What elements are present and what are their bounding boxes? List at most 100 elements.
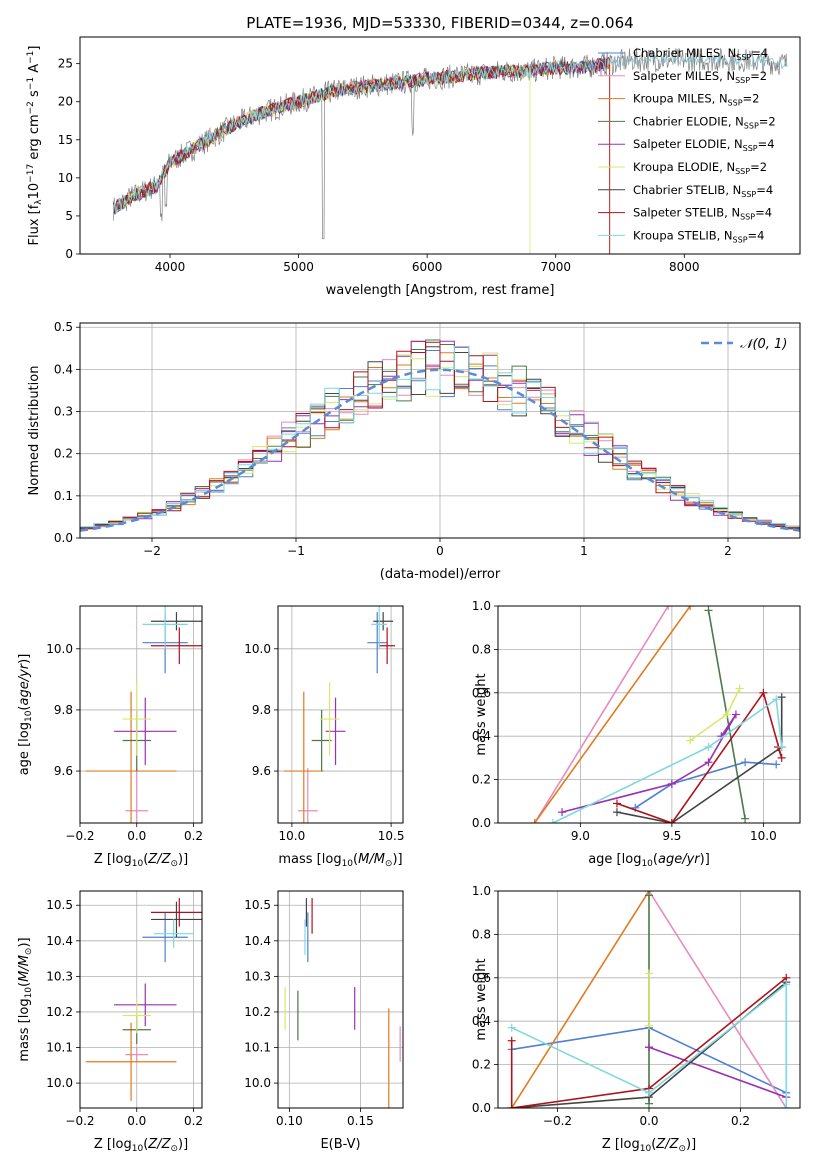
weight-line: [533, 606, 669, 823]
y-tick-label: 0.1: [54, 489, 73, 503]
weight-line: [648, 891, 787, 1108]
y-tick-label: 10.0: [46, 1076, 73, 1090]
y-tick-label: 10.0: [244, 642, 271, 656]
y-tick-label: 0.8: [472, 642, 491, 656]
y-tick-label: 10.2: [46, 1005, 73, 1019]
errorbars: [284, 898, 401, 1108]
x-tick-label: 9.0: [571, 829, 590, 843]
spectrum-panel: 4000 5000 6000 7000 8000 0 5 10 15 20 25 wavelength…: [26, 36, 801, 298]
y-tick-label: 0.8: [472, 927, 491, 941]
y-tick-label: 0.2: [472, 1058, 491, 1072]
y-tick-label: 15: [58, 133, 73, 147]
spectrum-model-line: [113, 56, 608, 214]
x-tick-label: 10.5: [378, 829, 405, 843]
y-tick-label: 0.0: [472, 1101, 491, 1115]
errorbars: [85, 898, 202, 1101]
y-tick-label: 0.3: [54, 405, 73, 419]
y-axis-label: mass [log10(M/M⊙)]: [17, 937, 34, 1061]
y-tick-label: 0.4: [54, 362, 73, 376]
legend-label: 𝒩(0, 1): [740, 337, 787, 352]
age-vs-mass-panel: 10.0 10.5 9.6 9.8 10.0 mass [log10(M/M⊙)]: [244, 605, 405, 869]
y-tick-label: 10.5: [46, 898, 73, 912]
y-tick-label: 0.6: [472, 971, 491, 985]
x-axis-label: wavelength [Angstrom, rest frame]: [326, 283, 555, 298]
axes-frame: [79, 322, 801, 539]
axes-frame: [79, 605, 203, 824]
y-tick-label: 0.4: [472, 1014, 491, 1028]
axes-frame: [79, 36, 801, 255]
x-tick-label: 0.0: [127, 829, 146, 843]
mass-weight-vs-Z-panel: −0.2 0.0 0.2 0.0 0.2 0.4 0.6 0.8 1.0 Z [log10(Z/Z…: [472, 884, 801, 1154]
histogram-step: [80, 345, 800, 531]
y-tick-label: 9.6: [252, 764, 271, 778]
mass-weight-vs-age-panel: 9.0 9.5 10.0 0.0 0.2 0.4 0.6 0.8 1.0 age [log10(a…: [472, 599, 801, 869]
x-tick-label: 10.0: [750, 829, 777, 843]
y-tick-label: 10: [58, 171, 73, 185]
y-tick-label: 9.8: [252, 703, 271, 717]
y-tick-label: 0.6: [472, 686, 491, 700]
legend-label: Chabrier STELIB, NSSP=4: [633, 183, 773, 199]
y-tick-label: 10.3: [46, 969, 73, 983]
x-axis-label: Z [log10(Z/Z⊙)]: [602, 1137, 696, 1154]
y-axis-label: mass weight: [474, 673, 489, 755]
y-tick-label: 10.1: [46, 1041, 73, 1055]
y-tick-label: 0: [65, 247, 73, 261]
x-tick-label: 4000: [155, 260, 186, 274]
y-tick-label: 0.5: [54, 320, 73, 334]
y-tick-label: 0.2: [472, 773, 491, 787]
age-vs-Z-panel: −0.2 0.0 0.2 9.6 9.8 10.0 Z [log10(Z/Z⊙)] age […: [17, 605, 203, 869]
x-tick-label: −0.2: [543, 1114, 572, 1128]
y-tick-label: 10.0: [244, 1076, 271, 1090]
y-tick-label: 1.0: [472, 599, 491, 613]
axes-frame: [277, 605, 404, 824]
y-tick-label: 25: [58, 57, 73, 71]
y-tick-label: 9.8: [54, 703, 73, 717]
x-tick-label: 2: [724, 544, 732, 558]
y-axis-label: Flux [fλ10−17 erg cm−2 s−1 A−1]: [26, 46, 44, 246]
y-tick-label: 10.3: [244, 969, 271, 983]
legend-label: Kroupa ELODIE, NSSP=2: [633, 160, 767, 176]
y-tick-label: 0.0: [54, 531, 73, 545]
weight-line: [616, 697, 783, 823]
y-tick-label: 9.6: [54, 764, 73, 778]
y-tick-label: 10.4: [244, 934, 271, 948]
weight-line: [511, 982, 788, 1108]
y-tick-label: 1.0: [472, 884, 491, 898]
x-tick-label: 0: [436, 544, 444, 558]
x-tick-label: 0.15: [347, 1114, 374, 1128]
weight-lines: [507, 891, 791, 1108]
x-tick-label: −2: [143, 544, 161, 558]
x-axis-label: age [log10(age/yr)]: [588, 852, 710, 869]
axes-frame: [79, 890, 203, 1109]
legend-label: Chabrier ELODIE, NSSP=2: [633, 114, 776, 130]
axes-frame: [497, 890, 801, 1109]
y-tick-label: 0.0: [472, 816, 491, 830]
legend-label: Salpeter ELODIE, NSSP=4: [633, 137, 775, 153]
y-tick-label: 0.4: [472, 729, 491, 743]
y-axis-label: age [log10(age/yr)]: [17, 654, 34, 776]
weight-line: [533, 606, 691, 823]
x-tick-label: 6000: [412, 260, 443, 274]
y-tick-label: 0.2: [54, 447, 73, 461]
x-tick-label: 1: [580, 544, 588, 558]
x-tick-label: −1: [287, 544, 305, 558]
spectrum-model-line: [606, 53, 788, 70]
x-axis-label: (data-model)/error: [380, 567, 501, 582]
y-tick-label: 5: [65, 209, 73, 223]
weight-line: [634, 761, 777, 809]
x-tick-label: 7000: [540, 260, 571, 274]
histograms: [80, 339, 800, 532]
residuals-panel: −2 −1 0 1 2 0.0 0.1 0.2 0.3 0.4 0.5 (data-model)/er…: [27, 320, 801, 582]
x-tick-label: −0.2: [65, 1114, 94, 1128]
mass-vs-Z-panel: −0.2 0.0 0.2 10.0 10.1 10.2 10.3 10.4 10.5 Z [log…: [17, 890, 203, 1154]
legend-label: Kroupa STELIB, NSSP=4: [633, 228, 764, 244]
legend-label: Salpeter STELIB, NSSP=4: [633, 206, 772, 222]
axes-frame: [497, 605, 801, 824]
weight-lines: [530, 606, 786, 823]
x-tick-label: 0.2: [731, 1114, 750, 1128]
weight-line: [510, 977, 787, 1108]
legend-label: Salpeter MILES, NSSP=2: [633, 69, 767, 85]
axes-frame: [277, 890, 404, 1109]
